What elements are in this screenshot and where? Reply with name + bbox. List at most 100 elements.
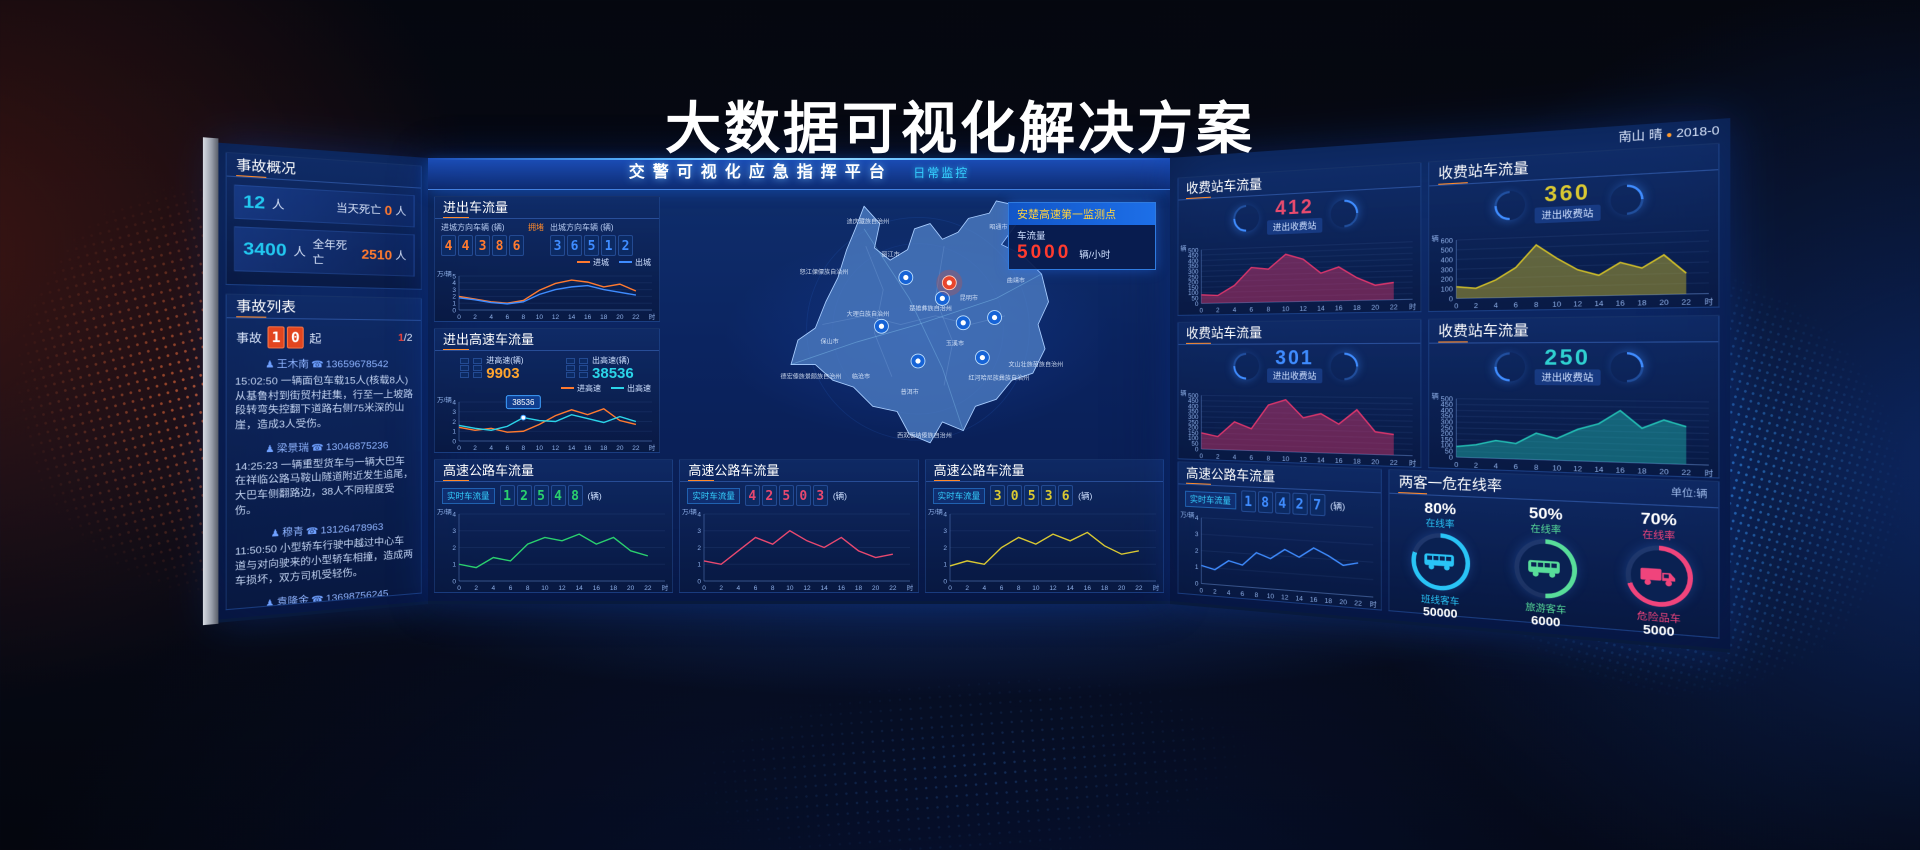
digit: 2: [516, 485, 532, 506]
svg-text:22: 22: [1682, 468, 1692, 477]
reporter-phone: 13126478963: [320, 521, 384, 537]
toll-label: 进出收费站: [1534, 204, 1601, 224]
svg-text:10: 10: [1282, 305, 1290, 313]
sonar-arc-left: [1227, 199, 1265, 238]
legend-label: 出高速: [627, 384, 651, 393]
svg-text:2: 2: [452, 294, 456, 301]
svg-text:8: 8: [1267, 454, 1271, 462]
svg-text:2: 2: [943, 545, 947, 552]
coach-icon: [1528, 559, 1561, 578]
pagination[interactable]: 1/2: [398, 333, 412, 344]
svg-text:20: 20: [1371, 304, 1380, 312]
sonar-arc-right: [1604, 178, 1651, 222]
gauge-ring: [1411, 531, 1470, 593]
gauge-ring: [1625, 543, 1693, 610]
digit: 2: [1291, 492, 1308, 516]
svg-text:2: 2: [1216, 453, 1220, 461]
road-line: [863, 228, 964, 431]
chart-legend: 进高速 出高速: [435, 382, 659, 394]
svg-text:3: 3: [698, 528, 702, 535]
reporter-phone: 13698756245: [325, 587, 389, 605]
map-marker[interactable]: [898, 270, 914, 285]
reporter-name: 穆青: [282, 525, 304, 539]
digit: 3: [990, 485, 1006, 506]
svg-text:时: 时: [649, 312, 656, 321]
svg-text:4: 4: [452, 399, 456, 406]
svg-text:50: 50: [1192, 295, 1200, 303]
map-marker[interactable]: [934, 291, 950, 306]
unit-label: 人: [395, 249, 407, 262]
digit: 5: [778, 485, 794, 506]
svg-text:2: 2: [1474, 302, 1479, 310]
region-label: 玉溪市: [946, 339, 964, 347]
gauge-tour-bus: 50% 在线率 旅游客车 6000: [1497, 502, 1595, 633]
highway-in-label: 进高速(辆): [486, 355, 524, 365]
svg-text:4: 4: [492, 585, 496, 592]
svg-text:万/辆: 万/辆: [928, 507, 943, 516]
map-marker[interactable]: [955, 315, 971, 331]
list-item[interactable]: ♟袁隆金☎13698756245 12:25:50 小型警车超车时行驶至景观线K…: [235, 585, 414, 609]
svg-text:14: 14: [1594, 465, 1604, 474]
svg-text:10: 10: [1552, 301, 1562, 310]
svg-text:4: 4: [943, 511, 947, 518]
svg-text:200: 200: [1188, 424, 1199, 432]
unit-label: 人: [395, 204, 407, 218]
list-item[interactable]: ♟ 王木南 ☎ 13659678542 15:02:50 一辆面包车载15人(核载8人…: [235, 358, 414, 434]
realtime-label: 实时车流量: [932, 487, 986, 504]
svg-text:2: 2: [452, 419, 456, 426]
accident-text: 14:25:23 一辆重型货车与一辆大巴车在祥临公路马鞍山隧道附近发生追尾，大巴…: [234, 455, 414, 518]
svg-text:时: 时: [1705, 297, 1714, 307]
toll-chart: 0 50 100 150 200 250 300 350 400 450 500 0 2 4 6 8 10 12 1…: [1429, 389, 1718, 478]
svg-text:250: 250: [1188, 418, 1199, 426]
unit-note: 单位:辆: [1670, 486, 1708, 500]
svg-text:4: 4: [1233, 453, 1237, 461]
svg-text:10: 10: [787, 585, 795, 592]
svg-text:8: 8: [1534, 301, 1539, 310]
svg-text:400: 400: [1188, 402, 1199, 410]
accident-text: 15:02:50 一辆面包车载15人(核载8人)从基鲁村到街贸村赶集，行至一上坡…: [234, 374, 414, 432]
highway-in-value: 9903: [486, 364, 520, 382]
region-label: 迪庆藏族自治州: [847, 218, 890, 226]
svg-text:22: 22: [1390, 304, 1399, 312]
region-label: 文山壮族苗族自治州: [1008, 360, 1063, 368]
realtime-label: 实时车流量: [1185, 490, 1236, 509]
svg-text:12: 12: [552, 314, 560, 321]
svg-text:2: 2: [1195, 547, 1199, 555]
svg-text:16: 16: [1616, 299, 1626, 308]
svg-text:时: 时: [1370, 600, 1377, 610]
svg-text:10: 10: [1552, 464, 1562, 473]
digit: 2: [618, 235, 633, 256]
right-wing: 南山 晴 ● 2018-0 收费站车流量 412 进出收费站 0 50 100 150…: [1170, 118, 1731, 653]
person-icon: ♟: [265, 359, 275, 370]
svg-text:400: 400: [1441, 256, 1454, 265]
svg-text:22: 22: [644, 585, 652, 592]
alert-marker[interactable]: [936, 269, 963, 296]
svg-text:6: 6: [1250, 454, 1254, 462]
list-item[interactable]: ♟ 梁景瑞 ☎ 13046875236 14:25:23 一辆重型货车与一辆大巴车在祥…: [235, 438, 414, 519]
svg-text:2: 2: [698, 545, 702, 552]
panel-title: 收费站车流量: [1178, 319, 1421, 345]
map-marker[interactable]: [874, 318, 889, 334]
svg-text:6: 6: [1514, 462, 1519, 471]
svg-text:18: 18: [1637, 299, 1647, 308]
map-marker[interactable]: [974, 350, 990, 365]
svg-text:18: 18: [600, 445, 608, 452]
legend-label: 进高速: [577, 384, 601, 393]
legend-swatch: [611, 386, 624, 389]
deaths-today-value: 0: [384, 202, 393, 218]
list-item[interactable]: ♟ 穆青 ☎ 13126478963 11:50:50 小型轿车行驶中越过中心车道与对…: [235, 518, 414, 589]
realtime-label: 实时车流量: [442, 487, 495, 504]
mode-tab-daily-monitoring[interactable]: 日常监控: [913, 166, 970, 180]
deaths-year-label: 全年死亡: [312, 238, 348, 267]
svg-text:150: 150: [1188, 284, 1199, 292]
region-label: 红河哈尼族彝族自治州: [968, 374, 1029, 382]
map-marker[interactable]: [987, 310, 1002, 325]
map-marker[interactable]: [910, 353, 926, 369]
svg-text:350: 350: [1188, 408, 1199, 416]
svg-text:4: 4: [1233, 306, 1237, 314]
